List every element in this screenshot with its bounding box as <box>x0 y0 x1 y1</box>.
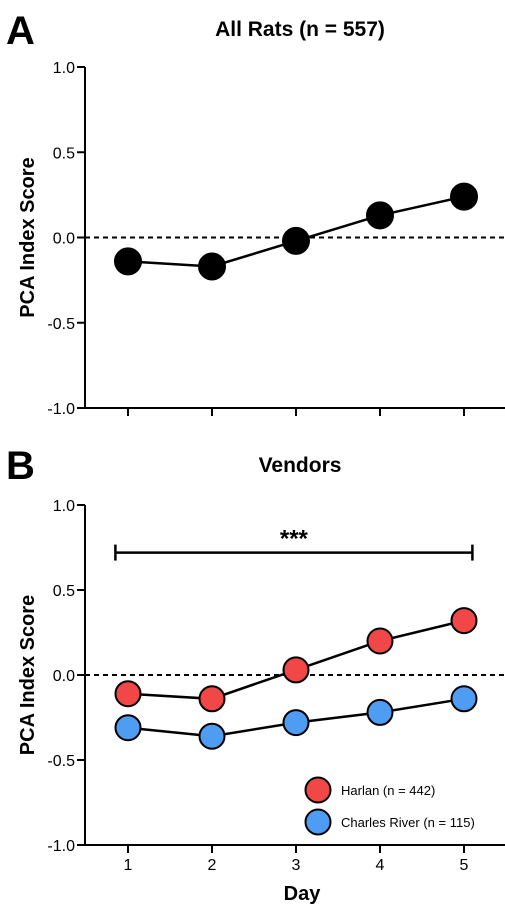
panela-y-axis-label: PCA Index Score <box>17 157 39 317</box>
panelb-title: Vendors <box>259 454 342 477</box>
panelb-letter: B <box>6 444 35 488</box>
panelb-data-point <box>366 698 394 726</box>
panelb-data-point <box>282 656 310 684</box>
panelb-data-point <box>198 722 226 750</box>
panela-data-point <box>198 252 226 281</box>
panela-title: All Rats (n = 557) <box>215 18 385 41</box>
panelb-x-tick-label: 3 <box>292 857 301 874</box>
panela-letter: A <box>6 9 35 53</box>
panelb-significance-label: *** <box>280 526 309 553</box>
panela-y-tick-label: -0.5 <box>47 316 75 333</box>
panelb-y-tick-label: -0.5 <box>47 753 75 770</box>
panela-data-point <box>366 201 394 230</box>
panela-y-tick-label: -1.0 <box>47 401 75 418</box>
panelb-data-point <box>114 714 142 742</box>
panelb-legend-marker <box>304 776 332 804</box>
panela-data-point <box>114 247 142 276</box>
panela-data-point <box>450 182 478 211</box>
panelb-x-tick-label: 1 <box>124 857 133 874</box>
panelb-data-point <box>450 607 478 635</box>
panelb-x-tick-label: 2 <box>208 857 217 874</box>
panelb-data-point <box>282 709 310 737</box>
panelb-data-point <box>114 680 142 708</box>
panelb-y-tick-label: 0.5 <box>53 583 75 600</box>
panelb-x-axis-label: Day <box>284 883 322 905</box>
panelb-x-tick-label: 4 <box>376 857 385 874</box>
panelb-x-tick-label: 5 <box>460 857 469 874</box>
panelb-legend-label: Harlan (n = 442) <box>341 783 435 798</box>
panelb-y-axis-label: PCA Index Score <box>17 595 39 755</box>
panelb-y-tick-label: 1.0 <box>53 498 75 515</box>
panelb-y-tick-label: 0.0 <box>53 668 75 685</box>
panela-data-point <box>282 226 310 255</box>
panela-y-tick-label: 0.0 <box>53 231 75 248</box>
panelb-legend-marker <box>304 808 332 836</box>
panelb-data-point <box>450 685 478 713</box>
panelb-legend-label: Charles River (n = 115) <box>341 815 475 830</box>
panelb-data-point <box>366 627 394 655</box>
panelb-y-tick-label: -1.0 <box>47 838 75 855</box>
panelb-data-point <box>198 685 226 713</box>
panela-y-tick-label: 0.5 <box>53 145 75 162</box>
panela-y-tick-label: 1.0 <box>53 60 75 77</box>
